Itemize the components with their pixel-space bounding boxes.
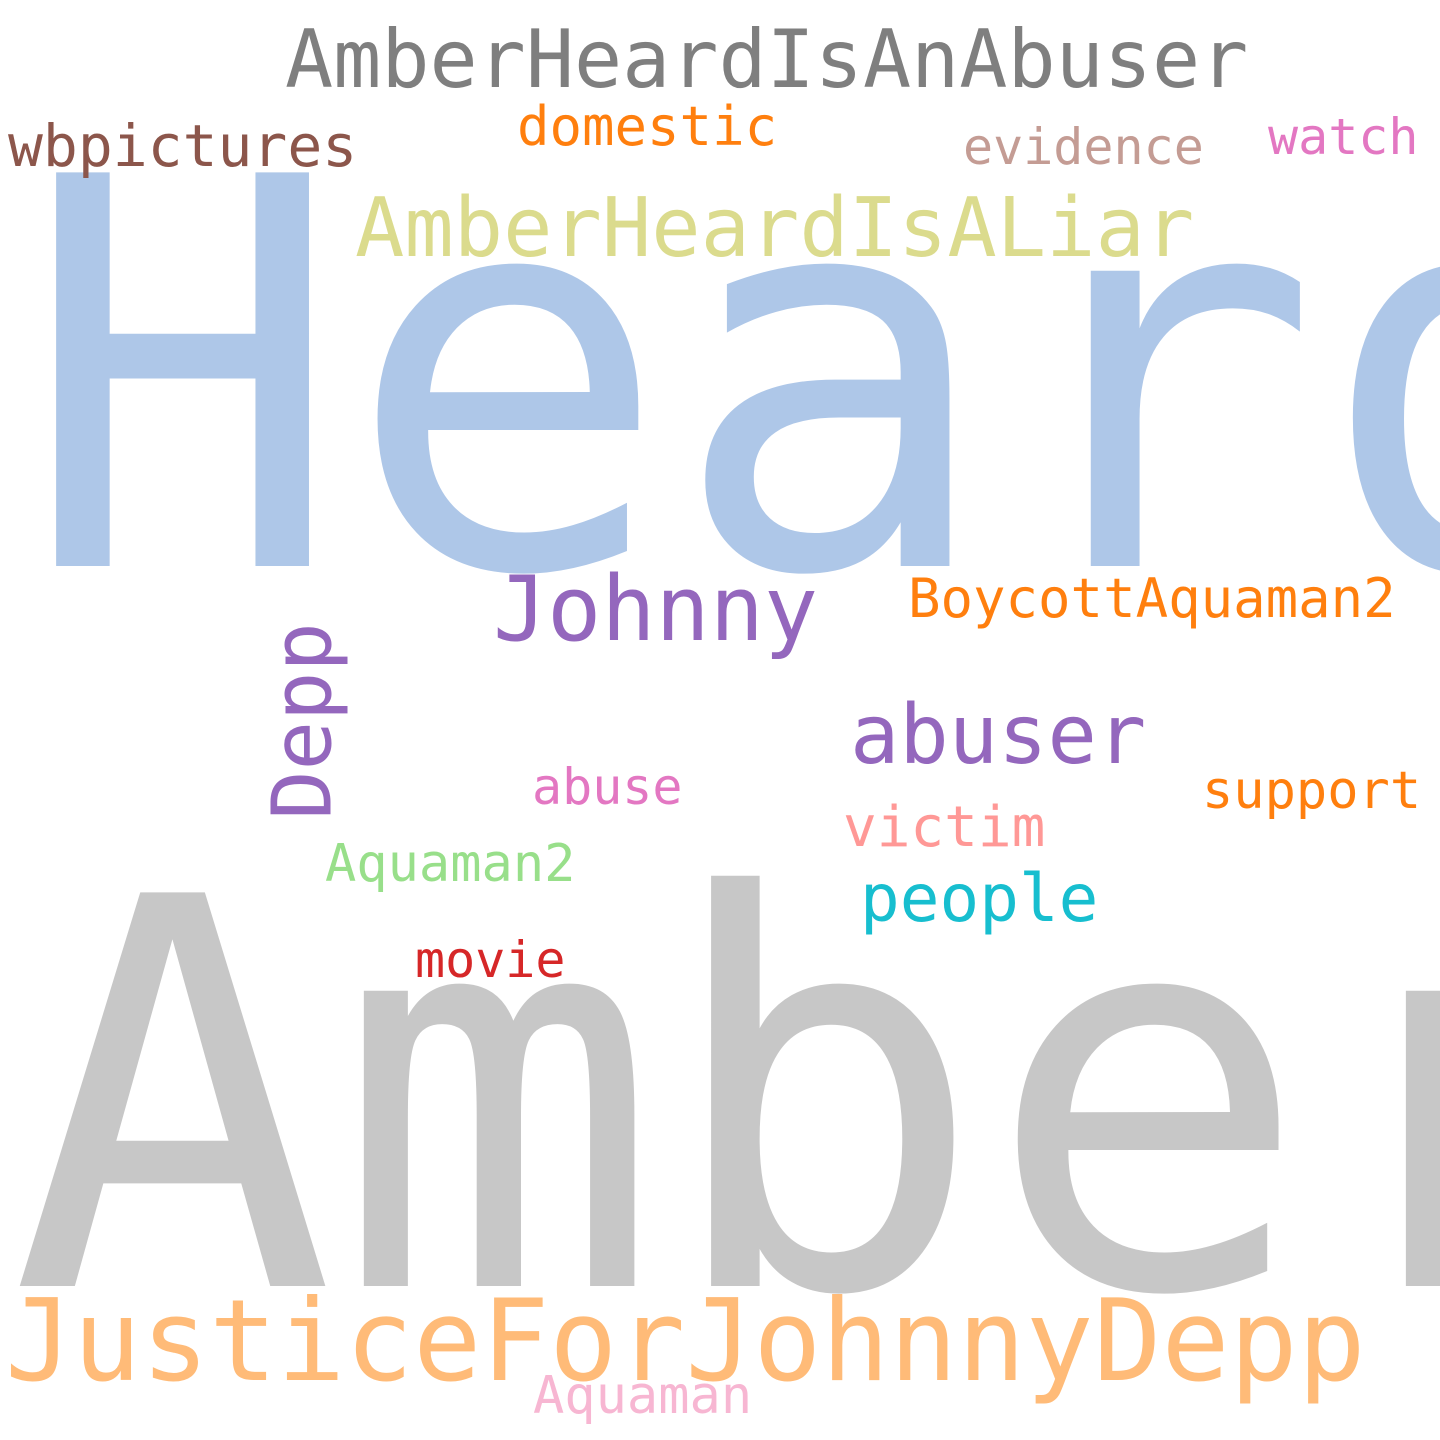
word-domestic: domestic	[517, 95, 778, 158]
word-victim: victim	[843, 795, 1046, 860]
word-wbpictures: wbpictures	[8, 112, 358, 180]
word-abuse: abuse	[532, 758, 683, 816]
word-heard: Heard	[20, 66, 1440, 694]
word-amber: Amber	[10, 786, 1440, 1414]
word-watch: watch	[1268, 108, 1419, 166]
word-abuser: abuser	[850, 688, 1147, 783]
word-aquaman2: Aquaman2	[325, 834, 576, 894]
word-johnny: Johnny	[493, 557, 819, 662]
word-support: support	[1202, 761, 1422, 821]
word-movie: movie	[415, 931, 566, 989]
word-amberheardisanabuser: AmberHeardIsAnAbuser	[285, 13, 1249, 106]
word-people: people	[860, 860, 1099, 937]
word-justiceforjohnnydepp: JusticeForJohnnyDepp	[5, 1275, 1366, 1407]
word-aquaman: Aquaman	[533, 1366, 753, 1426]
word-boycottaquaman2: BoycottAquaman2	[908, 567, 1396, 630]
word-depp: Depp	[255, 622, 351, 820]
word-amberheardisaliar: AmberHeardIsALiar	[355, 181, 1195, 276]
word-evidence: evidence	[963, 118, 1204, 176]
